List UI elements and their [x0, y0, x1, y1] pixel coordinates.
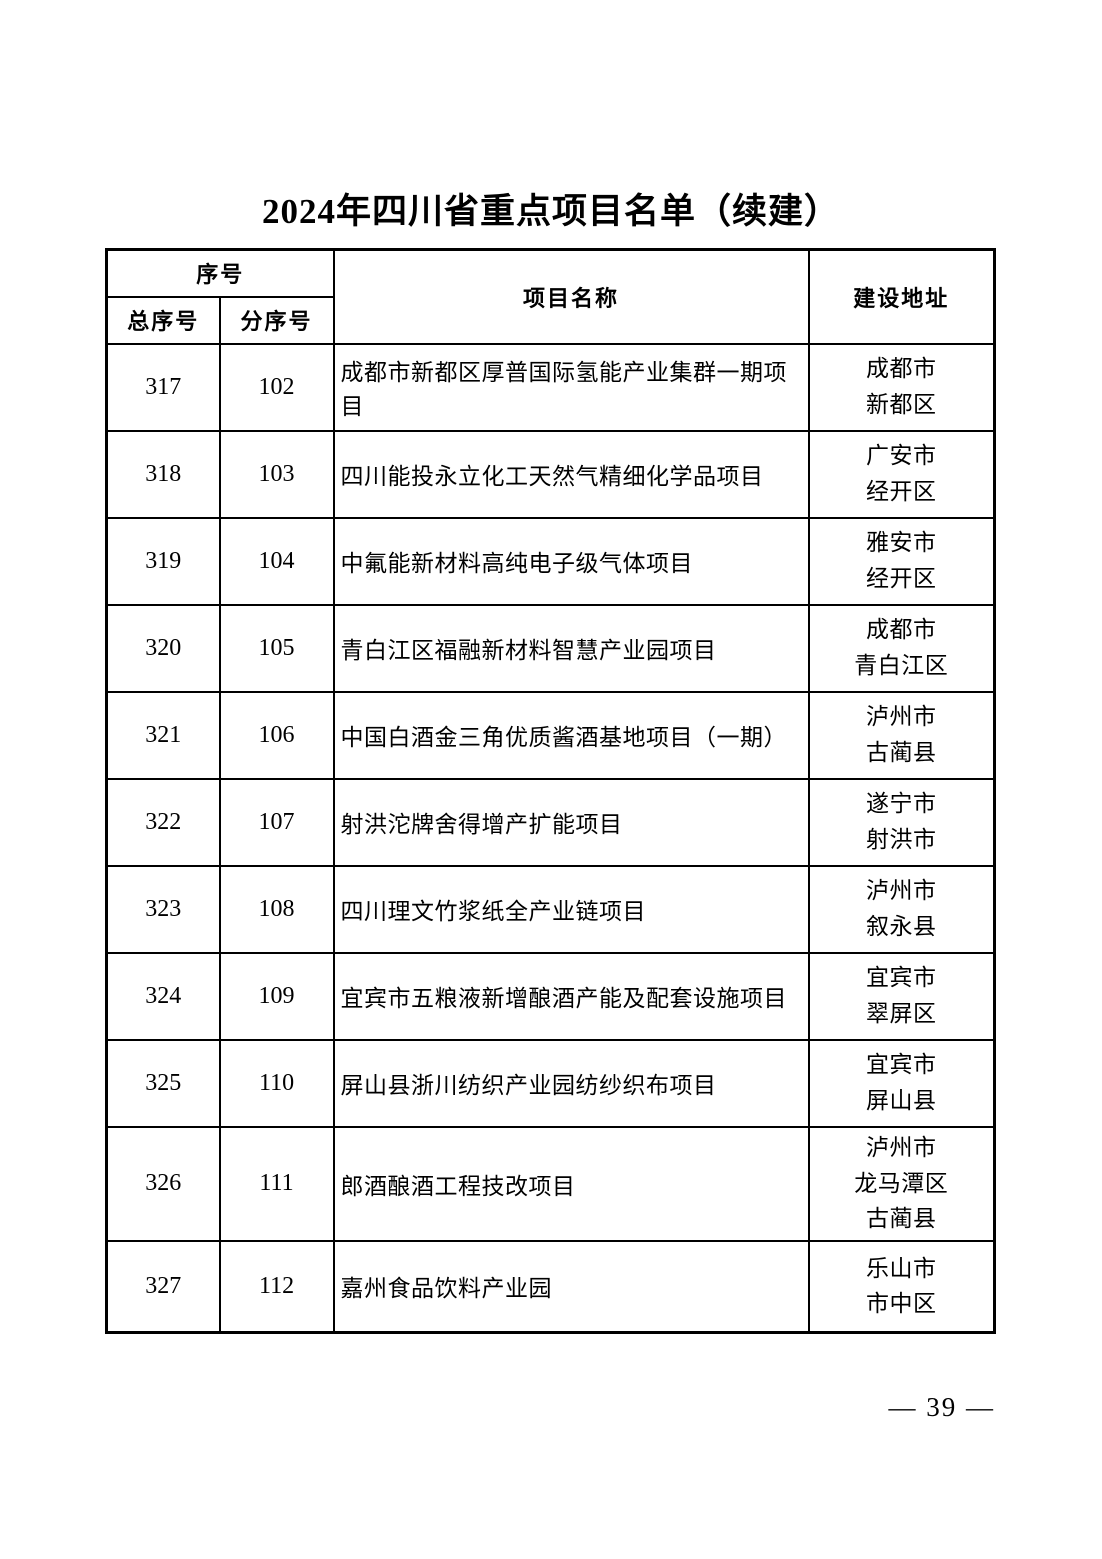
page-title: 2024年四川省重点项目名单（续建） — [261, 192, 840, 231]
header-row-2: 总序号 分序号 — [105, 295, 995, 345]
cell-location: 广安市 经开区 — [807, 429, 996, 519]
header-sub-seq: 分序号 — [218, 295, 335, 345]
projects-table: 序号 项目名称 建设地址 总序号 分序号 317 102 成都市新都区厚普国际氢… — [105, 248, 997, 1334]
cell-project-name: 屏山县浙川纺织产业园纺纱织布项目 — [332, 1038, 810, 1128]
cell-total-seq: 321 — [105, 690, 221, 780]
page-number: — 39 — — [888, 1392, 995, 1422]
cell-total-seq: 326 — [105, 1125, 221, 1242]
cell-location: 成都市 新都区 — [807, 342, 996, 432]
cell-sub-seq: 105 — [218, 603, 335, 693]
cell-location: 乐山市 市中区 — [807, 1239, 996, 1334]
cell-location: 泸州市 叙永县 — [807, 864, 996, 954]
cell-sub-seq: 108 — [218, 864, 335, 954]
cell-project-name: 宜宾市五粮液新增酿酒产能及配套设施项目 — [332, 951, 810, 1041]
cell-total-seq: 318 — [105, 429, 221, 519]
cell-project-name: 成都市新都区厚普国际氢能产业集群一期项目 — [332, 342, 810, 432]
cell-sub-seq: 102 — [218, 342, 335, 432]
cell-sub-seq: 107 — [218, 777, 335, 867]
table-row: 322 107 射洪沱牌舍得增产扩能项目 遂宁市 射洪市 — [105, 777, 996, 867]
cell-sub-seq: 111 — [218, 1125, 335, 1242]
table-row: 325 110 屏山县浙川纺织产业园纺纱织布项目 宜宾市 屏山县 — [105, 1038, 996, 1128]
cell-location: 泸州市 古蔺县 — [807, 690, 996, 780]
cell-location: 泸州市 龙马潭区 古蔺县 — [807, 1125, 996, 1242]
cell-sub-seq: 103 — [218, 429, 335, 519]
cell-location: 成都市 青白江区 — [807, 603, 996, 693]
cell-project-name: 青白江区福融新材料智慧产业园项目 — [332, 603, 810, 693]
cell-total-seq: 324 — [105, 951, 221, 1041]
cell-project-name: 四川理文竹浆纸全产业链项目 — [332, 864, 810, 954]
table-row: 318 103 四川能投永立化工天然气精细化学品项目 广安市 经开区 — [105, 429, 996, 519]
table-row: 324 109 宜宾市五粮液新增酿酒产能及配套设施项目 宜宾市 翠屏区 — [105, 951, 996, 1041]
cell-project-name: 中氟能新材料高纯电子级气体项目 — [332, 516, 810, 606]
cell-total-seq: 320 — [105, 603, 221, 693]
header-seq-group: 序号 — [105, 248, 335, 298]
cell-total-seq: 323 — [105, 864, 221, 954]
cell-sub-seq: 112 — [218, 1239, 335, 1334]
table-row: 323 108 四川理文竹浆纸全产业链项目 泸州市 叙永县 — [105, 864, 996, 954]
cell-sub-seq: 109 — [218, 951, 335, 1041]
cell-project-name: 四川能投永立化工天然气精细化学品项目 — [332, 429, 810, 519]
cell-project-name: 嘉州食品饮料产业园 — [332, 1239, 810, 1334]
table-row: 326 111 郎酒酿酒工程技改项目 泸州市 龙马潭区 古蔺县 — [105, 1125, 996, 1242]
cell-project-name: 郎酒酿酒工程技改项目 — [332, 1125, 810, 1242]
header-project-name: 项目名称 — [332, 248, 810, 345]
cell-sub-seq: 106 — [218, 690, 335, 780]
table-row: 321 106 中国白酒金三角优质酱酒基地项目（一期） 泸州市 古蔺县 — [105, 690, 996, 780]
table-row: 327 112 嘉州食品饮料产业园 乐山市 市中区 — [105, 1239, 996, 1334]
cell-project-name: 中国白酒金三角优质酱酒基地项目（一期） — [332, 690, 810, 780]
table-row: 317 102 成都市新都区厚普国际氢能产业集群一期项目 成都市 新都区 — [105, 342, 996, 432]
cell-location: 雅安市 经开区 — [807, 516, 996, 606]
cell-sub-seq: 104 — [218, 516, 335, 606]
header-location: 建设地址 — [807, 248, 996, 345]
cell-total-seq: 319 — [105, 516, 221, 606]
cell-project-name: 射洪沱牌舍得增产扩能项目 — [332, 777, 810, 867]
cell-sub-seq: 110 — [218, 1038, 335, 1128]
cell-location: 宜宾市 翠屏区 — [807, 951, 996, 1041]
table-row: 320 105 青白江区福融新材料智慧产业园项目 成都市 青白江区 — [105, 603, 996, 693]
header-row-1: 序号 项目名称 建设地址 — [105, 248, 996, 345]
cell-total-seq: 327 — [105, 1239, 221, 1334]
cell-total-seq: 322 — [105, 777, 221, 867]
table-row: 319 104 中氟能新材料高纯电子级气体项目 雅安市 经开区 — [105, 516, 996, 606]
header-total-seq: 总序号 — [105, 295, 221, 345]
cell-location: 遂宁市 射洪市 — [807, 777, 996, 867]
cell-total-seq: 325 — [105, 1038, 221, 1128]
cell-total-seq: 317 — [105, 342, 221, 432]
cell-location: 宜宾市 屏山县 — [807, 1038, 996, 1128]
